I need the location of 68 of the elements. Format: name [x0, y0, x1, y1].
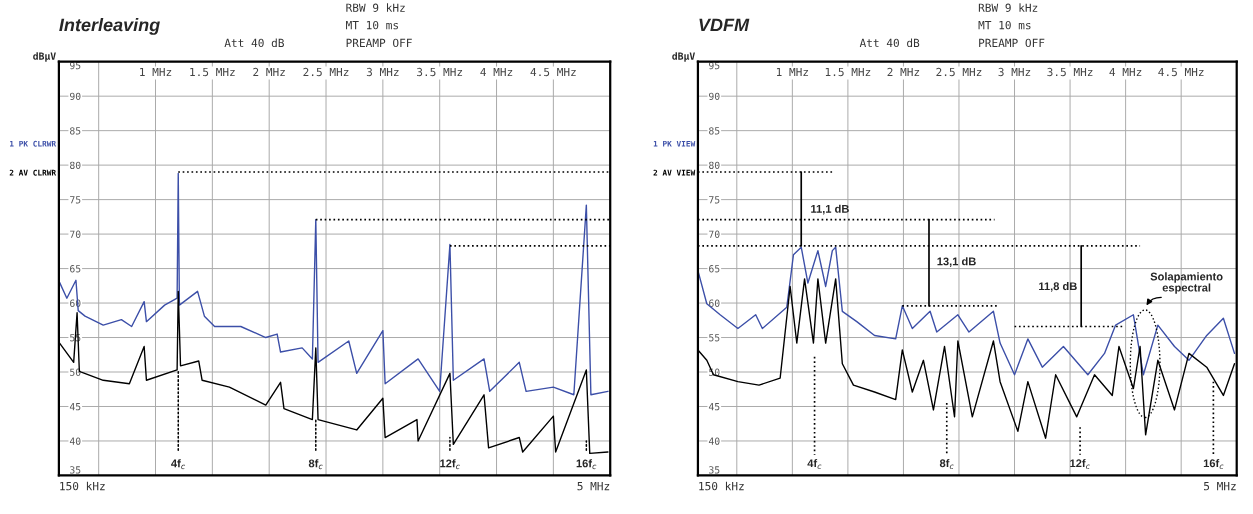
- x-tick-label: 1 MHz: [140, 67, 172, 77]
- y-tick-label: 80: [709, 161, 720, 169]
- chart-title: Interleaving: [59, 18, 160, 35]
- text: 150 kHz: [60, 481, 105, 491]
- y-tick-label: 85: [709, 127, 720, 135]
- annotation: 4f$_{c}$: [171, 459, 186, 470]
- text: MT 10 ms: [978, 20, 1031, 30]
- y-tick-label: 85: [70, 127, 81, 135]
- y-tick-label: 65: [70, 265, 81, 273]
- annotation: 12f$_{c}$: [1070, 459, 1090, 470]
- text: 5 MHz: [577, 482, 610, 491]
- x-tick-label: 2.5 MHz: [936, 67, 982, 77]
- text: PREAMP OFF: [346, 38, 412, 48]
- x-tick-label: 2.5 MHz: [303, 67, 349, 77]
- chart-title: VDFM: [699, 18, 750, 32]
- annotation: 8f$_{c}$: [308, 459, 323, 470]
- x-tick-label: 4.5 MHz: [1158, 67, 1204, 77]
- x-tick-label: 1.5 MHz: [825, 67, 871, 77]
- y-tick-label: 40: [708, 437, 720, 445]
- y-axis-title: dBµV: [672, 52, 695, 62]
- x-tick-label: 4 MHz: [480, 67, 513, 77]
- y-tick-label: 35: [709, 466, 720, 474]
- y-tick-label: 75: [70, 196, 81, 204]
- y-tick-label: 45: [69, 403, 81, 411]
- text: 5 MHz: [1204, 482, 1236, 491]
- x-tick-label: 2 MHz: [887, 67, 920, 77]
- annotation: 13,1 dB: [937, 257, 976, 267]
- y-tick-label: 80: [70, 161, 81, 169]
- y-tick-label: 75: [709, 196, 720, 204]
- x-tick-label: 3 MHz: [998, 67, 1031, 77]
- y-tick-label: 40: [69, 437, 81, 445]
- annotation: 4f$_{c}$: [807, 459, 822, 470]
- x-tick-label: 2 MHz: [253, 67, 285, 77]
- y-tick-label: 90: [70, 92, 81, 101]
- x-tick-label: 1.5 MHz: [190, 67, 235, 77]
- x-tick-label: 4.5 MHz: [530, 67, 576, 77]
- annotation: Solapamiento espectral: [1150, 272, 1223, 294]
- line-series: [58, 172, 609, 396]
- annotation: 16f$_{c}$: [576, 459, 597, 470]
- y-tick-label: 95: [709, 61, 720, 70]
- x-tick-label: 3 MHz: [366, 67, 399, 77]
- text: Att 40 dB: [859, 38, 920, 48]
- x-tick-label: 3.5 MHz: [417, 67, 463, 77]
- x-tick-label: 3.5 MHz: [1047, 67, 1093, 77]
- x-tick-label: 4 MHz: [1109, 67, 1142, 77]
- annotation: 11,8 dB: [1039, 282, 1077, 292]
- x-tick-label: 1 MHz: [776, 67, 809, 77]
- y-tick-label: 90: [709, 92, 720, 101]
- y-tick-label: 70: [70, 230, 81, 238]
- annotation: 12f$_{c}$: [440, 459, 460, 470]
- text: RBW 9 kHz: [978, 3, 1038, 12]
- annotation: 11,1 dB: [811, 204, 849, 215]
- text: 150 kHz: [699, 481, 744, 491]
- text: Att 40 dB: [224, 38, 284, 48]
- y-tick-label: 45: [708, 403, 720, 411]
- text: RBW 9 kHz: [346, 3, 405, 12]
- y-tick-label: 35: [70, 466, 81, 474]
- annotation: 8f$_{c}$: [939, 459, 954, 470]
- y-tick-label: 65: [709, 265, 720, 273]
- text: PREAMP OFF: [979, 38, 1045, 48]
- y-tick-label: 95: [70, 61, 81, 70]
- y-tick-label: 70: [709, 230, 720, 238]
- line-series: [697, 246, 1236, 376]
- text: MT 10 ms: [346, 20, 398, 30]
- y-axis-title: dBµV: [33, 52, 56, 62]
- y-tick-label: 60: [709, 299, 720, 307]
- y-tick-label: 55: [709, 334, 720, 342]
- annotation: 16f$_{c}$: [1203, 459, 1224, 470]
